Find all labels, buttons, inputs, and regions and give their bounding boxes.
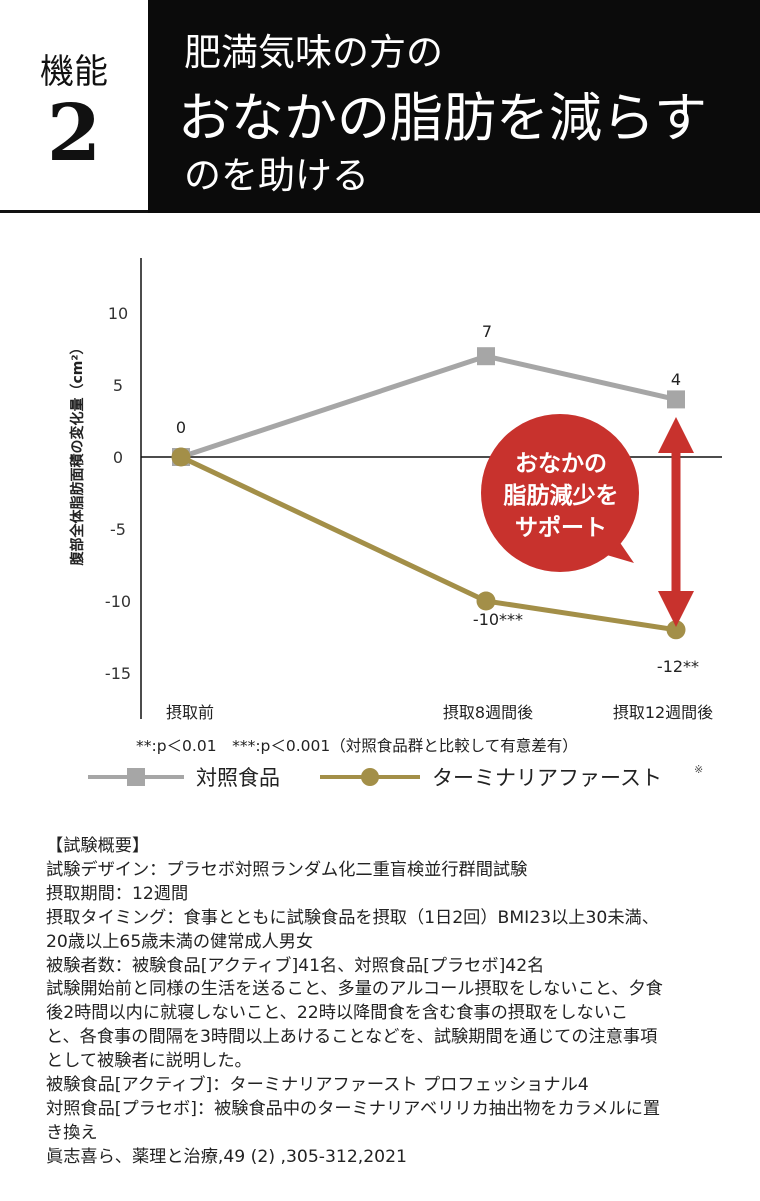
title-box: 肥満気味の方の おなかの脂肪を減らす のを助ける — [148, 0, 760, 213]
note-line: 試験デザイン：プラセボ対照ランダム化二重盲検並行群間試験 — [46, 859, 528, 880]
note-line: き換え — [46, 1122, 98, 1143]
y-tick-label: -15 — [105, 664, 131, 683]
note-line: 眞志喜ら、薬理と治療,49 (2) ,305-312,2021 — [46, 1146, 407, 1167]
x-tick-label: 摂取8週間後 — [443, 703, 533, 722]
title-line-2: おなかの脂肪を減らす — [178, 88, 707, 149]
function-badge: 機能 2 — [0, 0, 148, 213]
header: 機能 2 肥満気味の方の おなかの脂肪を減らす のを助ける — [0, 0, 760, 213]
data-point — [666, 620, 686, 640]
data-point — [667, 390, 685, 409]
significance-note: **:p＜0.01 ***:p＜0.001（対照食品群と比較して有意差有） — [136, 736, 578, 755]
note-line: 20歳以上65歳未満の健常成人男女 — [46, 931, 314, 952]
study-notes: 【試験概要】試験デザイン：プラセボ対照ランダム化二重盲検並行群間試験 摂取期間：1… — [46, 835, 736, 1170]
y-tick-label: -10 — [105, 592, 131, 611]
y-axis-label: 腹部全体脂肪面積の変化量（cm²） — [69, 340, 86, 565]
title-line-3: のを助ける — [184, 154, 369, 197]
title-line-1: 肥満気味の方の — [184, 31, 443, 74]
note-line: 被験者数：被験食品[アクティブ]41名、対照食品[プラセボ]42名 — [46, 955, 545, 976]
callout-bubble — [481, 414, 639, 572]
y-tick-label: -5 — [110, 520, 126, 539]
data-label: 7 — [482, 322, 492, 341]
line-chart: 10 5 0 -5 -10 -15 腹部全体脂肪面積の変化量（cm²） 摂取前 摂取8週間後 摂取… — [69, 258, 722, 790]
badge-label: 機能 — [40, 52, 108, 92]
data-label: -10*** — [473, 610, 523, 629]
data-point — [171, 447, 191, 467]
y-tick-label: 5 — [113, 376, 123, 395]
note-line: 摂取期間：12週間 — [46, 883, 189, 904]
callout-text: サポート — [515, 514, 607, 541]
note-line: と、各食事の間隔を3時間以上あけることなどを、試験期間を通じての注意事項 — [46, 1027, 658, 1048]
legend-label: ターミナリアファースト — [432, 766, 662, 790]
legend-label: 対照食品 — [196, 766, 280, 790]
y-tick-label: 10 — [108, 304, 128, 323]
note-line: 対照食品[プラセボ]：被験食品中のターミナリアベリリカ抽出物をカラメルに置 — [46, 1098, 661, 1119]
legend-marker — [127, 768, 145, 786]
y-tick-label: 0 — [113, 448, 123, 467]
badge-number: 2 — [46, 88, 102, 179]
note-line: 被験食品[アクティブ]：ターミナリアファースト プロフェッショナル4 — [46, 1075, 589, 1096]
data-point — [476, 591, 496, 611]
data-point — [477, 347, 495, 366]
note-line: として被験者に説明した。 — [46, 1051, 252, 1072]
x-tick-label: 摂取前 — [166, 703, 214, 722]
data-label: 4 — [671, 370, 681, 389]
note-line: 【試験概要】 — [46, 836, 150, 856]
note-line: 試験開始前と同様の生活を送ること、多量のアルコール摂取をしないこと、夕食 — [46, 979, 663, 1000]
x-tick-label: 摂取12週間後 — [613, 703, 713, 722]
callout-text: 脂肪減少を — [504, 482, 619, 509]
data-label: 0 — [176, 418, 186, 437]
callout-text: おなかの — [515, 451, 607, 477]
note-line: 摂取タイミング：食事とともに試験食品を摂取（1日2回）BMI23以上30未満、 — [46, 907, 659, 928]
data-label: -12** — [657, 657, 699, 676]
legend-footnote-mark: ※ — [694, 763, 703, 776]
legend-marker — [361, 768, 379, 786]
note-line: 後2時間以内に就寝しないこと、22時以降間食を含む食事の摂取をしないこ — [46, 1003, 629, 1024]
